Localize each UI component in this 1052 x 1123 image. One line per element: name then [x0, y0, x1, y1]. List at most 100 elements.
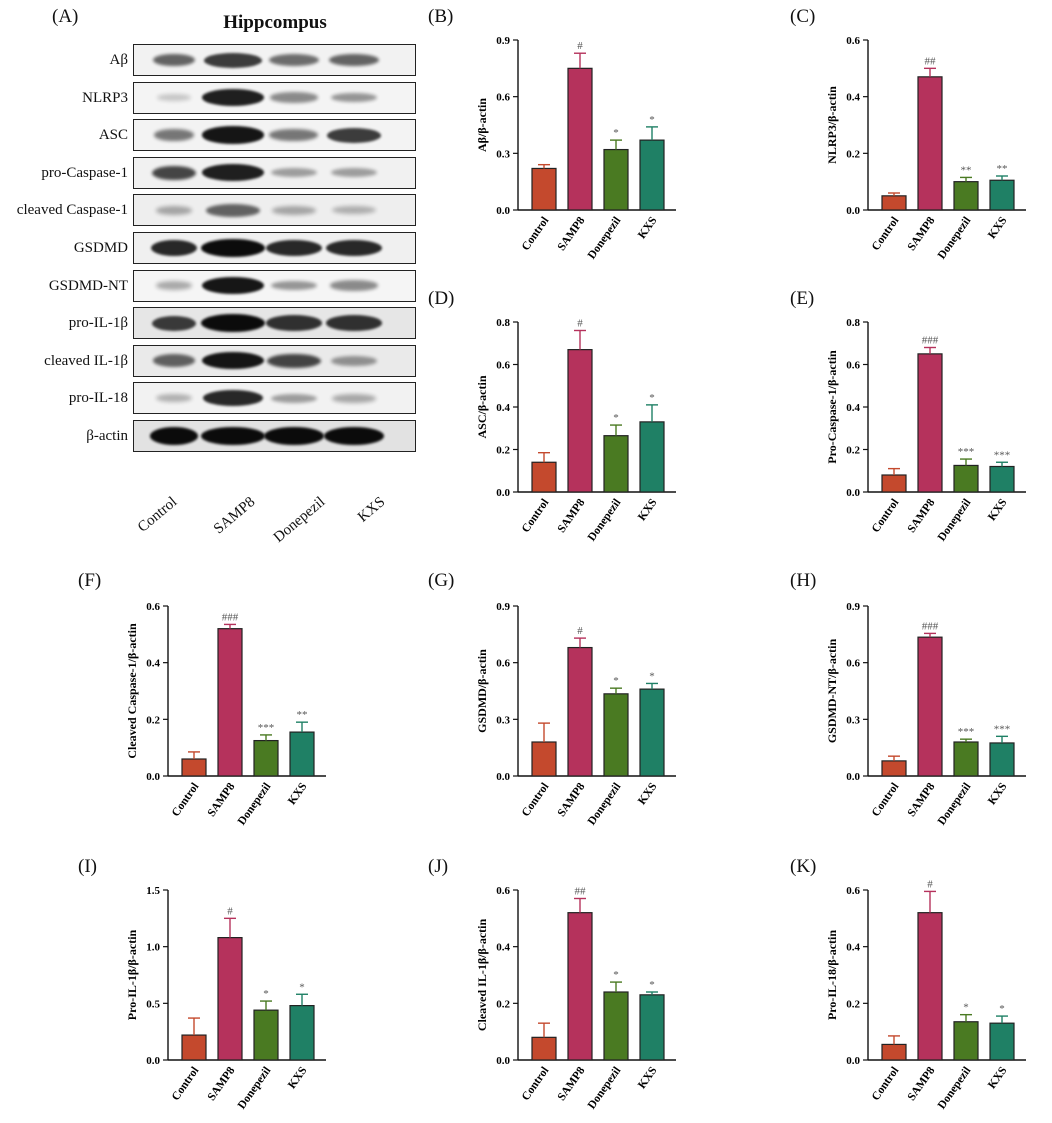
y-tick-label: 0.9	[496, 35, 510, 47]
category-label: KXS	[636, 497, 659, 523]
blot-row-label: β-actin	[86, 428, 128, 444]
bar	[881, 1043, 907, 1061]
blot-strip	[133, 119, 416, 152]
significance-mark: *	[649, 114, 655, 126]
blot-row-label: pro-Caspase-1	[41, 164, 128, 181]
y-tick-label: 0.0	[846, 771, 860, 783]
bar	[567, 67, 593, 211]
y-tick-label: 0.4	[846, 402, 860, 414]
bar	[989, 465, 1015, 493]
y-tick-label: 1.0	[146, 942, 160, 954]
category-label: SAMP8	[906, 781, 938, 819]
blot-band	[201, 314, 265, 333]
bar	[531, 167, 557, 211]
blot-strip	[133, 156, 416, 189]
y-tick-label: 0.9	[846, 601, 860, 613]
blot-strip	[133, 420, 416, 452]
blot-row-label: NLRP3	[82, 89, 128, 106]
category-label: KXS	[636, 781, 659, 807]
y-tick-label: 0.2	[496, 445, 510, 457]
significance-mark: ##	[575, 886, 587, 898]
category-label: Donepezil	[936, 497, 974, 544]
blot-band	[271, 393, 317, 403]
bar	[639, 139, 665, 211]
category-label: SAMP8	[556, 497, 588, 535]
blot-row-label: GSDMD	[73, 240, 128, 256]
bar	[217, 936, 243, 1061]
bar	[639, 421, 665, 493]
bar	[917, 636, 943, 777]
y-tick-label: 0.6	[496, 658, 510, 670]
blot-band	[154, 129, 194, 141]
panel-label-b: (B)	[428, 6, 454, 27]
significance-mark: #	[577, 318, 583, 330]
y-tick-label: 0.8	[496, 317, 510, 329]
bar	[989, 742, 1015, 777]
significance-mark: *	[649, 392, 655, 404]
panel-label-g: (G)	[428, 570, 455, 591]
y-tick-label: 0.3	[496, 714, 510, 726]
category-label: Control	[870, 1065, 902, 1103]
category-label: Control	[170, 1065, 202, 1103]
panel-label-c: (C)	[790, 6, 816, 27]
significance-mark: *	[649, 979, 655, 991]
y-tick-label: 0.9	[496, 601, 510, 613]
panel-label-e: (E)	[790, 288, 815, 309]
bar	[881, 474, 907, 493]
category-label: KXS	[286, 781, 309, 807]
significance-mark: #	[927, 878, 933, 890]
significance-mark: ###	[922, 335, 939, 347]
chart-pro-il-18: 0.0 0.2 0.4 0.6 Pro-IL-18/β-actin Control # SAM…	[825, 878, 1026, 1112]
y-axis-label: Aβ/β-actin	[475, 98, 489, 152]
blot-band	[269, 54, 319, 66]
blot-band	[201, 352, 265, 370]
blot-band	[202, 390, 264, 407]
bar	[253, 1009, 279, 1061]
chart-gsdmd-nt: 0.0 0.3 0.6 0.9 GSDMD-NT/β-actin Control ### SA…	[825, 601, 1026, 828]
panel-label-a: (A)	[52, 6, 79, 27]
bar	[181, 1034, 207, 1061]
blot-band	[270, 280, 318, 291]
category-label: SAMP8	[556, 1065, 588, 1103]
bar	[953, 181, 979, 211]
blot-strip	[133, 81, 416, 114]
y-axis-label: Pro-IL-1β/β-actin	[125, 929, 139, 1020]
category-label: KXS	[986, 215, 1009, 241]
category-label: KXS	[636, 215, 659, 241]
y-tick-label: 0.0	[146, 771, 160, 783]
blot-title: Hippcompus	[223, 12, 327, 33]
blot-band	[203, 52, 263, 68]
y-tick-label: 0.4	[496, 402, 510, 414]
chart-pro-il-1b: 0.0 0.5 1.0 1.5 Pro-IL-1β/β-actin Control # SAM…	[125, 885, 326, 1112]
y-axis-label: Cleaved Caspase-1/β-actin	[125, 623, 139, 759]
blot-band	[150, 239, 198, 257]
category-label: Donepezil	[236, 781, 274, 828]
y-axis-label: Cleaved IL-1β/β-actin	[475, 919, 489, 1032]
blot-row-label: Aβ	[109, 52, 128, 68]
category-label: Control	[170, 781, 202, 819]
blot-strip	[133, 269, 416, 302]
significance-mark: *	[649, 670, 655, 682]
y-axis-label: GSDMD-NT/β-actin	[825, 639, 839, 744]
category-label: Donepezil	[586, 781, 624, 828]
y-tick-label: 0.6	[146, 601, 160, 613]
blot-band	[269, 129, 319, 141]
y-tick-label: 0.2	[846, 148, 860, 160]
blot-band	[202, 89, 264, 106]
blot-band	[324, 427, 384, 445]
blot-strip	[133, 382, 416, 415]
blot-strip	[133, 44, 416, 76]
significance-mark: *	[999, 1003, 1005, 1015]
bar	[917, 353, 943, 493]
blot-band	[157, 94, 191, 101]
significance-mark: *	[613, 412, 619, 424]
y-tick-label: 0.4	[496, 942, 510, 954]
category-label: Donepezil	[936, 215, 974, 262]
y-tick-label: 0.0	[496, 487, 510, 499]
category-label: Control	[870, 497, 902, 535]
category-label: Control	[520, 781, 552, 819]
bar	[989, 179, 1015, 211]
bar	[567, 646, 593, 777]
category-label: SAMP8	[206, 1065, 238, 1103]
blot-band	[332, 206, 376, 215]
